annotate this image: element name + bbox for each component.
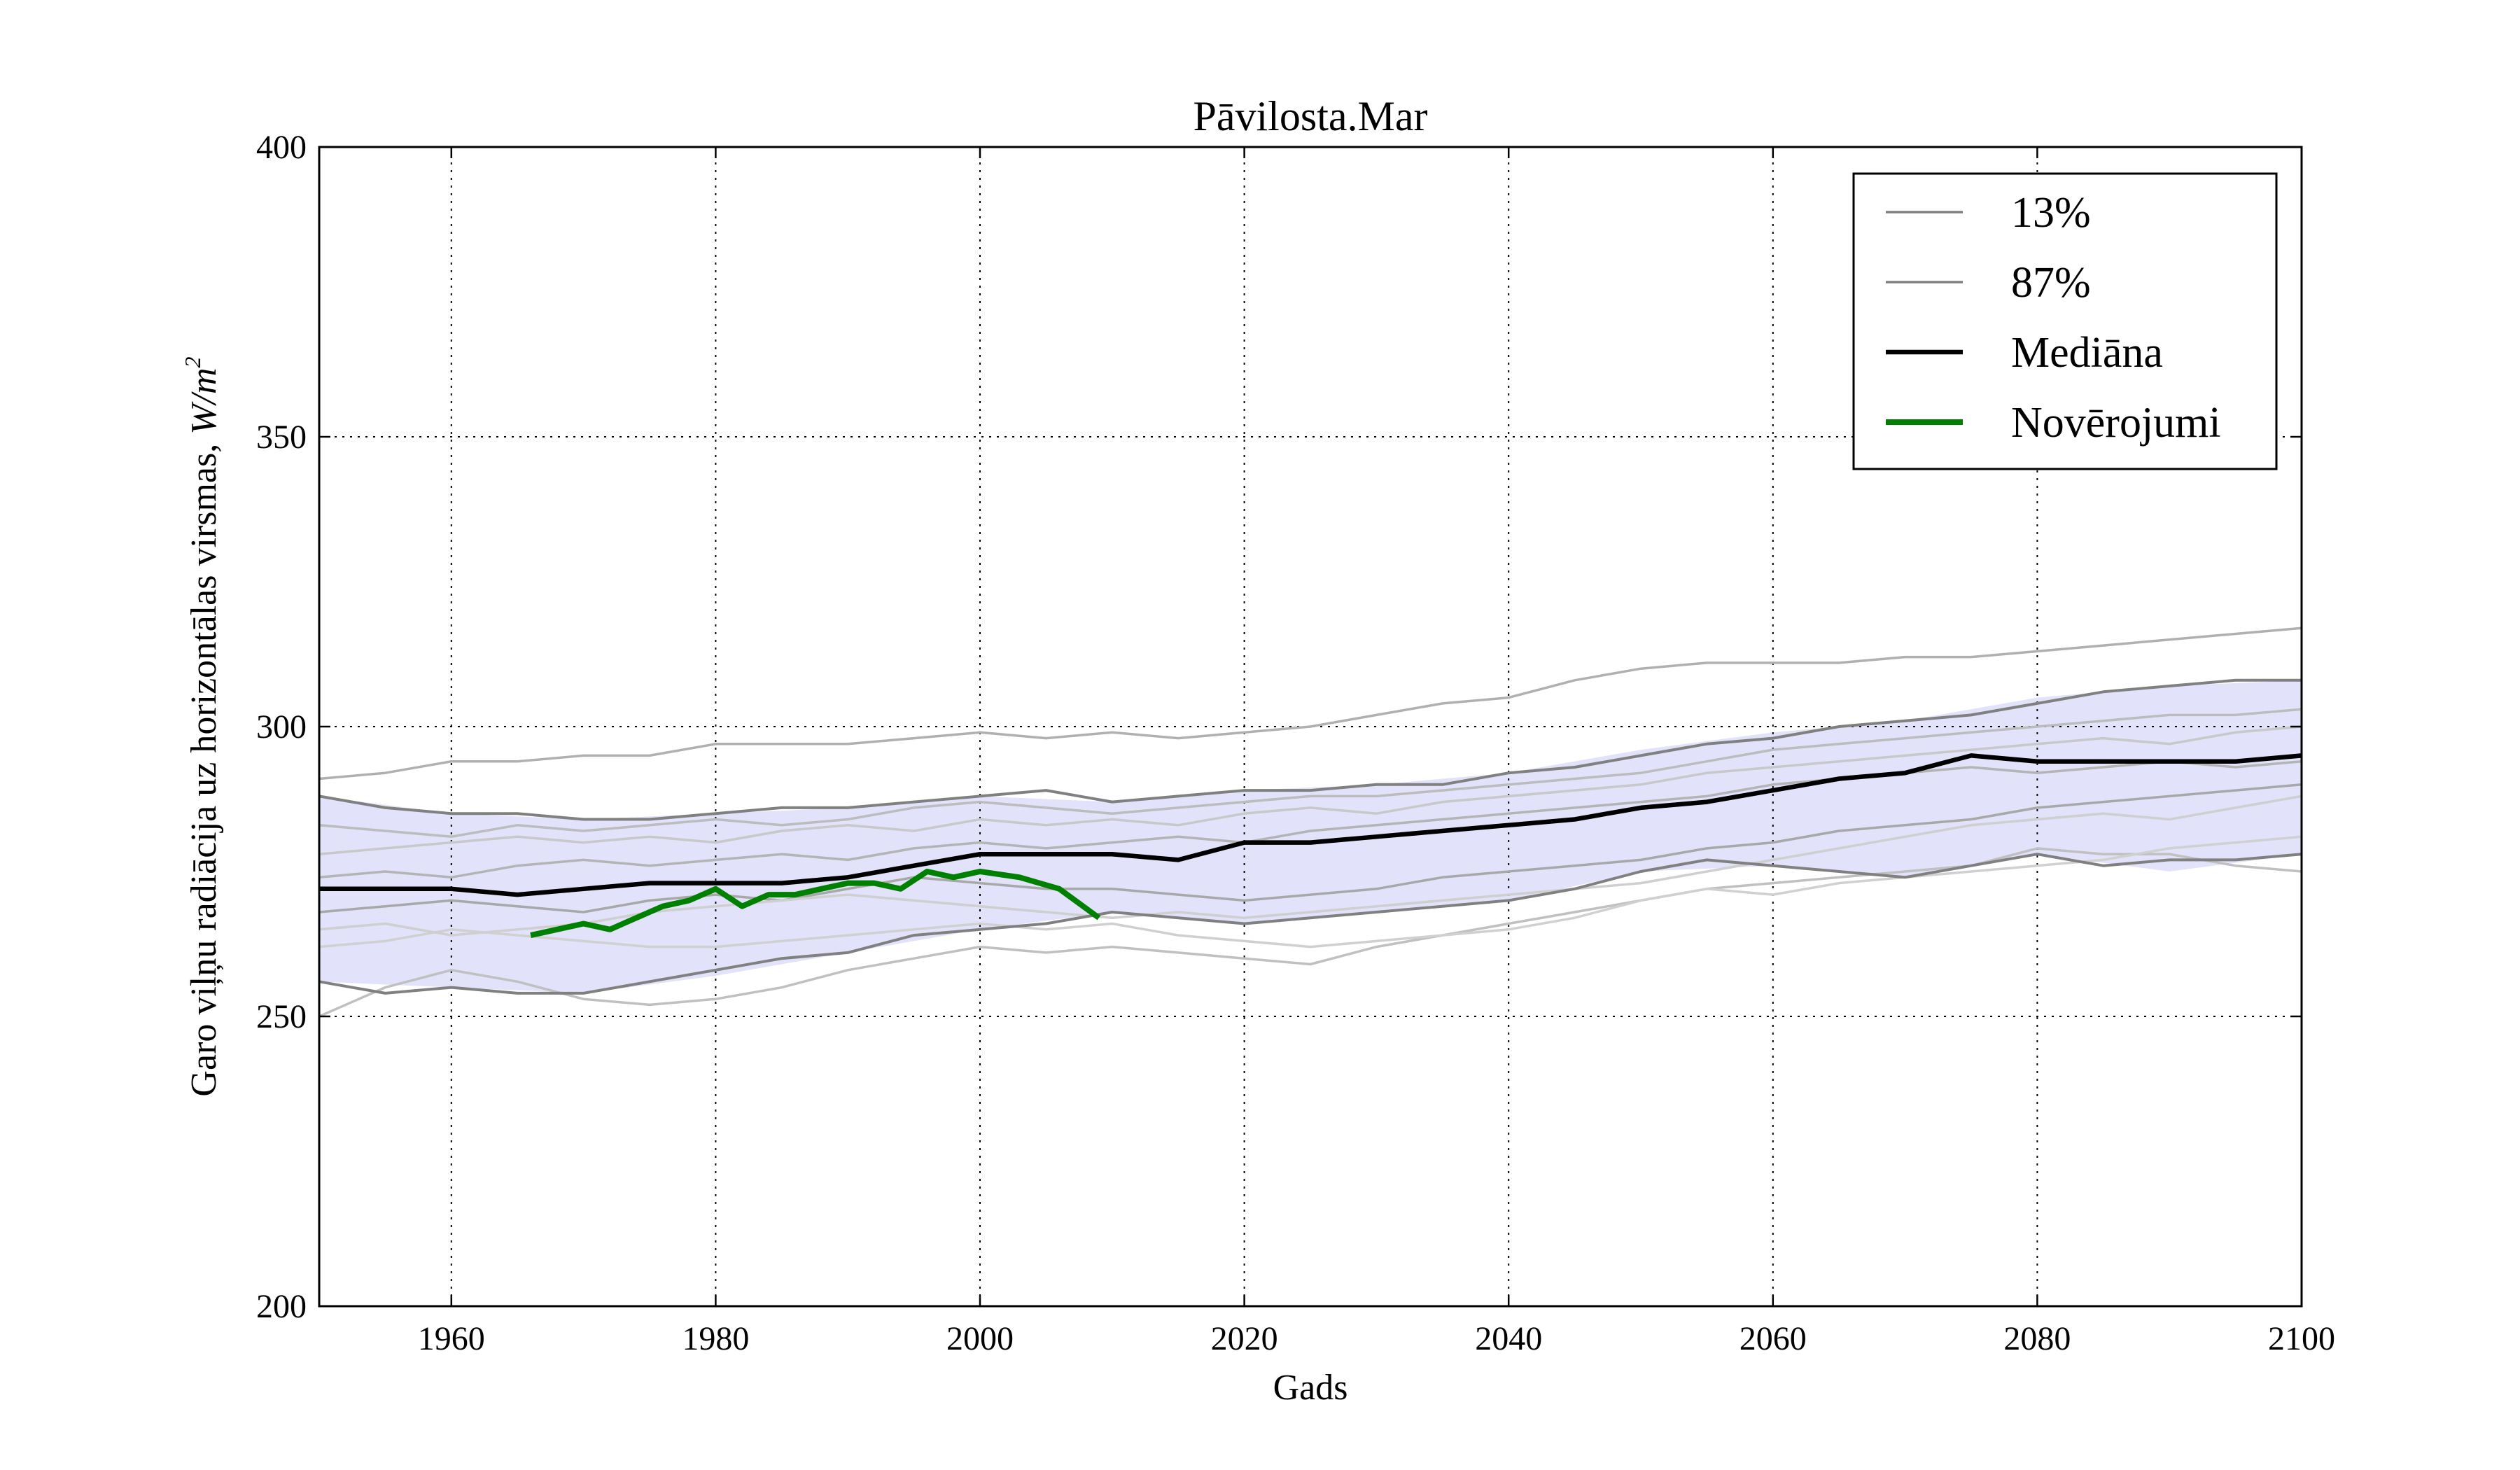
x-tick-label-1960: 1960 <box>418 1320 485 1357</box>
ensemble-line-3 <box>318 835 2302 948</box>
x-axis-title: Gads <box>1273 1368 1348 1408</box>
series-line-87-percent <box>318 678 2302 821</box>
y-tick-label-400: 400 <box>256 129 307 166</box>
chart-title: Pāvilosta.Mar <box>1194 93 1428 139</box>
percentile-band-layer <box>319 680 2302 993</box>
series-line-observations <box>530 869 1101 939</box>
y-axis-title-unit: W/m <box>184 368 224 434</box>
x-tick-label-2020: 2020 <box>1211 1320 1278 1357</box>
series-line-median <box>319 753 2302 897</box>
y-tick-label-200: 200 <box>256 1288 307 1325</box>
y-axis-title: Garo viļņu radiācija uz horizontālas vir… <box>180 356 224 1096</box>
x-tick-label-2000: 2000 <box>946 1320 1014 1357</box>
x-tick-label-2100: 2100 <box>2268 1320 2335 1357</box>
ensemble-line-4 <box>318 783 2302 913</box>
legend-label-observations: Novērojumi <box>2011 399 2221 447</box>
ensemble-line-6 <box>318 708 2302 839</box>
legend-label-13-percent: 13% <box>2011 189 2091 237</box>
percentile-band <box>319 680 2302 993</box>
ensemble-line-5 <box>318 725 2302 855</box>
x-tick-label-2080: 2080 <box>2003 1320 2071 1357</box>
x-tick-label-2060: 2060 <box>1740 1320 1807 1357</box>
y-tick-label-250: 250 <box>256 998 307 1035</box>
y-tick-label-300: 300 <box>256 708 307 746</box>
legend: 13% 87% Mediāna Novērojumi <box>1852 172 2278 470</box>
legend-label-87-percent: 87% <box>2011 259 2091 307</box>
ensemble-line-2 <box>318 626 2302 780</box>
legend-label-median: Mediāna <box>2011 329 2163 377</box>
ensemble-line-8 <box>318 760 2302 879</box>
x-tick-label-1980: 1980 <box>682 1320 749 1357</box>
y-axis-title-text: Garo viļņu radiācija uz horizontālas vir… <box>184 435 224 1097</box>
y-tick-label-350: 350 <box>256 419 307 456</box>
tick-layer: 1960 1980 2000 2020 2040 2060 2080 2100 200 250 30… <box>256 129 2335 1357</box>
series-layer <box>318 678 2302 995</box>
series-line-13-percent <box>318 853 2302 995</box>
x-tick-label-2040: 2040 <box>1475 1320 1542 1357</box>
ensemble-lines-layer <box>318 626 2302 1018</box>
y-axis-title-unit-superscript: 2 <box>180 356 205 368</box>
